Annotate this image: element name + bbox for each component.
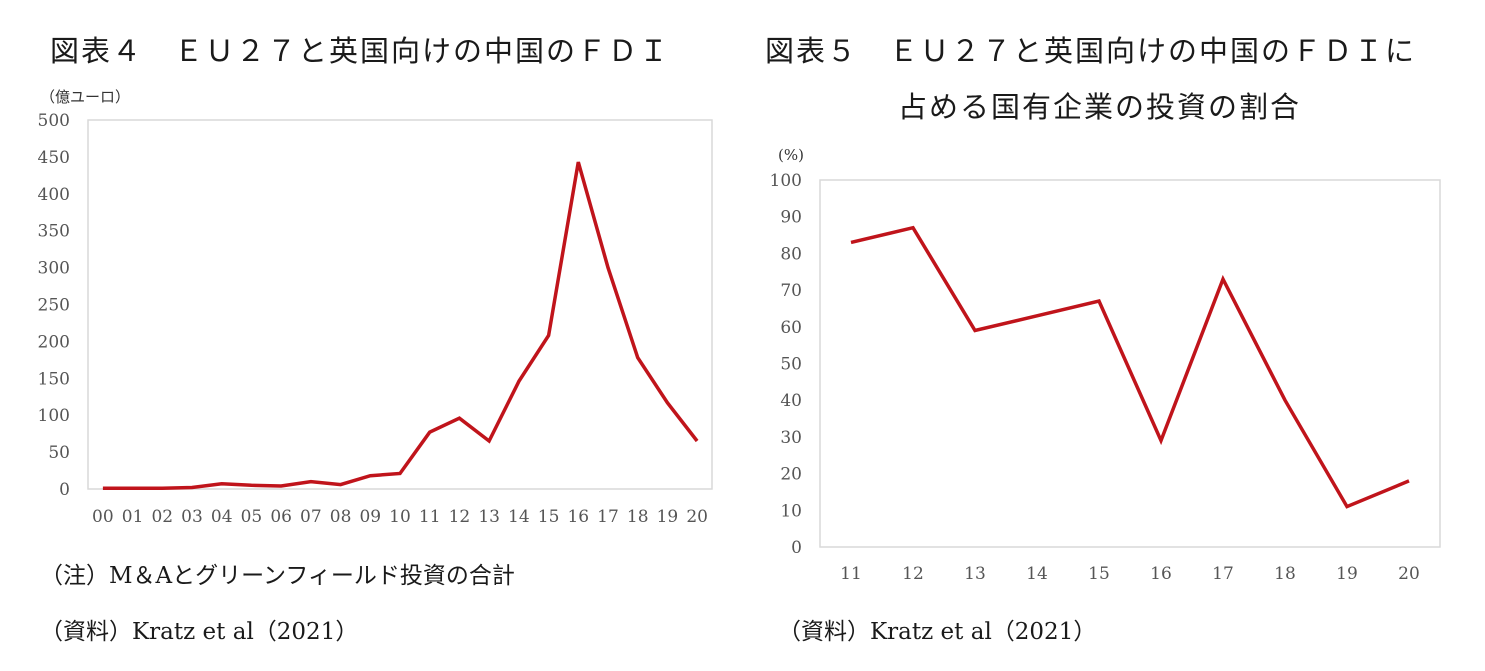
fig4-x-tick-label: 03 bbox=[181, 507, 203, 527]
fig4-x-tick-label: 00 bbox=[92, 507, 114, 527]
fig4-x-tick-label: 01 bbox=[122, 507, 144, 527]
fig5-x-tick-label: 11 bbox=[840, 564, 862, 584]
fig5-y-tick-label: 30 bbox=[780, 428, 802, 448]
fig4-x-tick-label: 16 bbox=[567, 507, 589, 527]
fig4-y-tick-label: 0 bbox=[59, 480, 70, 500]
fig4-x-tick-label: 06 bbox=[270, 507, 292, 527]
fig4-x-tick-label: 10 bbox=[389, 507, 411, 527]
fig5-plot-frame bbox=[819, 179, 1441, 548]
fig4-plot-frame bbox=[87, 119, 713, 490]
fig5-y-tick-label: 80 bbox=[780, 244, 802, 264]
fig5-x-tick-label: 16 bbox=[1150, 564, 1172, 584]
fig4-y-tick-label: 300 bbox=[38, 259, 70, 279]
fig5-y-tick-label: 10 bbox=[780, 501, 802, 521]
fig4-y-tick-label: 200 bbox=[38, 332, 70, 352]
fig4-x-tick-label: 09 bbox=[359, 507, 381, 527]
fig4-series-line bbox=[102, 161, 699, 491]
figure-5-source: （資料）Kratz et al（2021） bbox=[778, 619, 1097, 645]
fig5-series-line bbox=[850, 225, 1410, 509]
fig4-x-tick-label: 19 bbox=[657, 507, 679, 527]
fig5-x-tick-label: 20 bbox=[1398, 564, 1420, 584]
figure-5-title-line1: 図表５ ＥＵ２７と英国向けの中国のＦＤＩに bbox=[765, 34, 1417, 68]
fig4-x-tick-label: 07 bbox=[300, 507, 322, 527]
figure-5-panel: 図表５ ＥＵ２７と英国向けの中国のＦＤＩに 占める国有企業の投資の割合 (%) … bbox=[740, 0, 1485, 671]
fig5-y-tick-label: 100 bbox=[770, 171, 802, 191]
fig4-x-tick-label: 02 bbox=[151, 507, 173, 527]
fig4-x-tick-label: 18 bbox=[627, 507, 649, 527]
fig5-x-tick-label: 17 bbox=[1212, 564, 1234, 584]
fig4-y-tick-label: 450 bbox=[38, 148, 70, 168]
fig4-x-tick-label: 13 bbox=[478, 507, 500, 527]
fig4-y-tick-label: 100 bbox=[38, 406, 70, 426]
fig5-y-tick-label: 60 bbox=[780, 318, 802, 338]
fig5-x-tick-label: 19 bbox=[1336, 564, 1358, 584]
fig4-x-tick-label: 08 bbox=[330, 507, 352, 527]
fig4-x-tick-label: 14 bbox=[508, 507, 530, 527]
fig5-y-tick-label: 70 bbox=[780, 281, 802, 301]
figure-5-unit-label: (%) bbox=[778, 146, 804, 164]
fig5-y-tick-label: 20 bbox=[780, 465, 802, 485]
fig4-y-tick-label: 50 bbox=[48, 443, 70, 463]
fig5-x-tick-label: 14 bbox=[1026, 564, 1048, 584]
fig5-y-tick-label: 0 bbox=[791, 538, 802, 558]
fig5-x-tick-label: 18 bbox=[1274, 564, 1296, 584]
fig4-y-tick-label: 500 bbox=[38, 111, 70, 131]
fig4-y-tick-label: 400 bbox=[38, 185, 70, 205]
fig4-x-tick-label: 04 bbox=[211, 507, 233, 527]
fig4-x-tick-label: 05 bbox=[241, 507, 263, 527]
fig5-y-tick-label: 40 bbox=[780, 391, 802, 411]
fig5-x-tick-label: 13 bbox=[964, 564, 986, 584]
fig5-x-tick-label: 12 bbox=[902, 564, 924, 584]
fig5-y-tick-label: 50 bbox=[780, 355, 802, 375]
fig4-x-tick-label: 12 bbox=[449, 507, 471, 527]
figure-4-note: （注）M＆Aとグリーンフィールド投資の合計 bbox=[40, 563, 515, 589]
fig4-x-tick-label: 11 bbox=[419, 507, 441, 527]
fig4-x-tick-label: 17 bbox=[597, 507, 619, 527]
fig4-y-tick-label: 150 bbox=[38, 369, 70, 389]
fig4-x-tick-label: 15 bbox=[538, 507, 560, 527]
fig5-y-tick-label: 90 bbox=[780, 208, 802, 228]
fig5-x-tick-label: 15 bbox=[1088, 564, 1110, 584]
figure-4-panel: 図表４ ＥＵ２７と英国向けの中国のＦＤＩ （億ユーロ） 0 50 100 150 200… bbox=[0, 0, 740, 671]
fig4-x-tick-label: 20 bbox=[686, 507, 708, 527]
figure-5-title-line2: 占める国有企業の投資の割合 bbox=[898, 90, 1302, 124]
figure-4-title: 図表４ ＥＵ２７と英国向けの中国のＦＤＩ bbox=[50, 34, 671, 68]
fig4-y-tick-label: 250 bbox=[38, 296, 70, 316]
figure-5-line-chart: 0 10 20 30 40 50 60 70 80 90 100 11 12 13 14 15 16 17 18 19… bbox=[770, 171, 1441, 584]
figure-4-unit-label: （億ユーロ） bbox=[40, 88, 131, 106]
fig4-y-tick-label: 350 bbox=[38, 222, 70, 242]
figure-4-source: （資料）Kratz et al（2021） bbox=[40, 619, 359, 645]
